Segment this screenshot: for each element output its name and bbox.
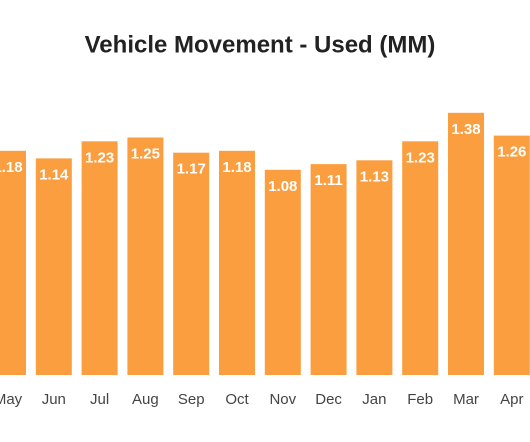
value-label: 1.26 xyxy=(497,144,526,161)
value-label: 1.23 xyxy=(406,149,435,166)
bar xyxy=(448,112,484,376)
x-tick-label: Jul xyxy=(90,391,109,408)
bar xyxy=(35,158,72,375)
value-label: 1.08 xyxy=(268,178,297,195)
bar xyxy=(402,141,439,375)
value-label: 1.23 xyxy=(85,149,114,166)
bar xyxy=(173,152,210,375)
x-tick-label: Jun xyxy=(42,391,66,408)
value-label: 1.13 xyxy=(360,168,389,185)
x-tick-label: Oct xyxy=(225,391,249,408)
bar xyxy=(81,141,118,375)
x-tick-label: Nov xyxy=(269,391,296,408)
x-tick-label: Sep xyxy=(178,391,205,408)
bar xyxy=(219,150,255,375)
x-tick-label: Dec xyxy=(315,391,342,408)
bar xyxy=(310,164,347,375)
x-tick-label: Apr xyxy=(500,391,523,408)
value-label: 1.18 xyxy=(222,159,251,176)
value-label: 1.11 xyxy=(314,172,342,189)
bar xyxy=(264,169,301,375)
bar xyxy=(356,160,393,375)
value-label: 1.14 xyxy=(39,166,69,183)
bar xyxy=(127,137,164,375)
x-tick-label: May xyxy=(0,391,23,408)
value-label: 1.38 xyxy=(451,121,480,138)
bar xyxy=(0,150,26,375)
chart-title: Vehicle Movement - Used (MM) xyxy=(85,31,436,58)
value-label: 1.17 xyxy=(177,161,206,178)
bar xyxy=(493,135,530,375)
x-tick-label: Aug xyxy=(132,391,159,408)
value-label: 1.18 xyxy=(0,159,23,176)
x-tick-label: Mar xyxy=(453,391,479,408)
value-label: 1.25 xyxy=(131,145,160,162)
x-tick-label: Jan xyxy=(362,391,386,408)
x-tick-label: Feb xyxy=(407,391,433,408)
